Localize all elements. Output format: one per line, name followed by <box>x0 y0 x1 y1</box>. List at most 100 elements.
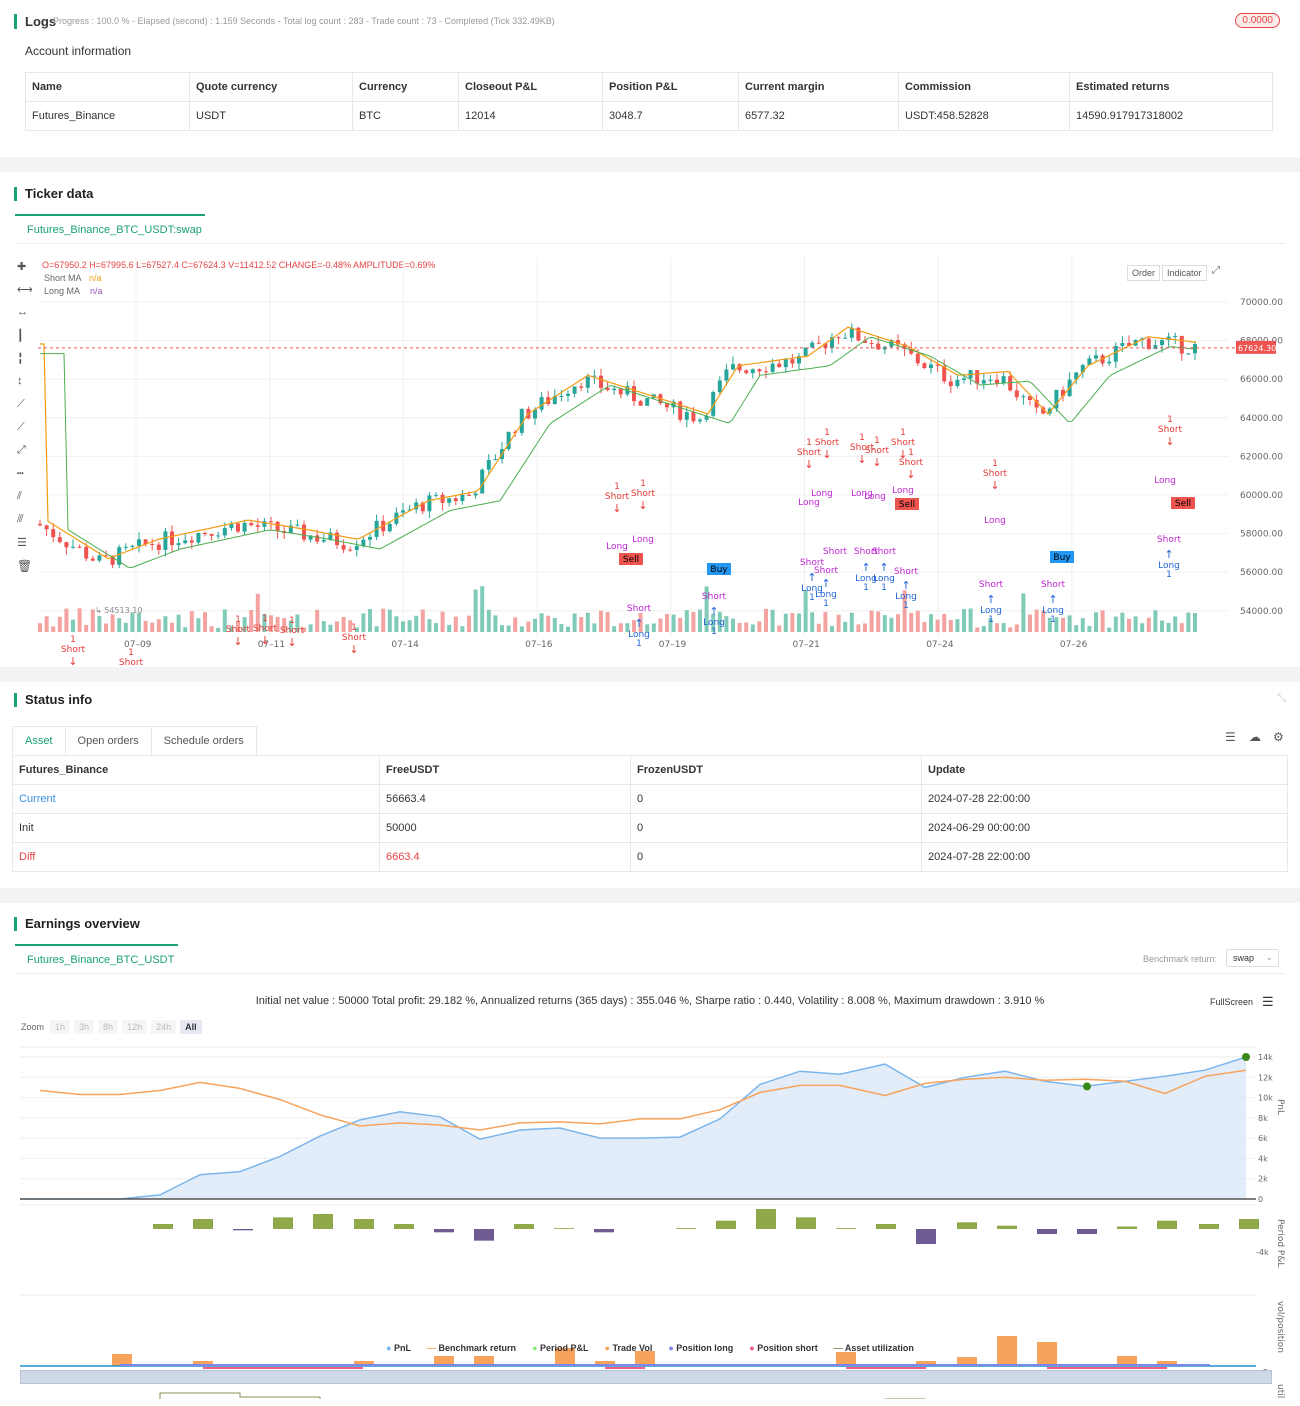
volume-bar <box>1160 620 1164 632</box>
signal-count: 1 <box>874 436 880 446</box>
trade-vol-bar <box>193 1361 213 1366</box>
candle <box>962 378 966 380</box>
short-signal-label: Short <box>631 489 656 499</box>
extended-line-icon[interactable]: ⤢ <box>17 444 26 456</box>
candlestick-chart[interactable]: 70000.0068000.0066000.0064000.0062000.00… <box>0 247 1300 667</box>
volume-bar <box>1100 610 1105 632</box>
volume-bar <box>618 623 623 632</box>
arrow-down-icon: ↓ <box>906 468 915 481</box>
long-signal-label: Long <box>1158 561 1180 571</box>
earnings-card: Earnings overview Futures_Binance_BTC_US… <box>0 903 1300 1406</box>
asset-cell: 56663.4 <box>379 784 631 814</box>
legend-item-position-short[interactable]: ● Position short <box>749 1343 817 1353</box>
vertical-ray-icon[interactable]: ↕ <box>17 375 23 387</box>
candle <box>1021 396 1026 398</box>
exit-long-label: Long <box>851 489 873 499</box>
volume-bar <box>526 621 531 632</box>
price-range-icon[interactable]: ┅ <box>17 468 24 480</box>
expand-icon[interactable]: ⤢ <box>1212 265 1220 276</box>
list-icon[interactable]: ☰ <box>1225 730 1236 744</box>
zoom-1h[interactable]: 1h <box>50 1020 71 1034</box>
order-button[interactable]: Order <box>1127 265 1161 281</box>
candle <box>816 342 821 344</box>
long-signal-label: Long <box>855 574 877 584</box>
candle <box>836 337 841 339</box>
candle <box>137 539 141 546</box>
tab-asset[interactable]: Asset <box>12 726 66 755</box>
signal-count: 1 <box>809 593 815 603</box>
candle <box>71 546 75 548</box>
horizontal-line-icon[interactable]: ⟷ <box>17 284 33 296</box>
trade-vol-bar <box>1037 1342 1057 1366</box>
candle <box>579 386 584 388</box>
tab-open-orders[interactable]: Open orders <box>65 726 152 755</box>
legend-item-position-long[interactable]: ● Position long <box>668 1343 733 1353</box>
candle <box>942 365 947 382</box>
candle <box>123 546 128 548</box>
legend-label: Period P&L <box>540 1343 589 1353</box>
period-pnl-bar <box>997 1225 1017 1229</box>
collapse-icon[interactable]: ⤡ <box>1277 692 1286 704</box>
volume-bar <box>519 626 524 632</box>
short-signal-label: Short <box>983 469 1008 479</box>
legend-item-asset-utilization[interactable]: — Asset utilization <box>834 1343 914 1353</box>
trash-icon[interactable]: 🗑 <box>17 559 33 573</box>
indicator-button[interactable]: Indicator <box>1162 265 1207 281</box>
buy-marker <box>707 563 731 575</box>
fib-channel-icon[interactable]: ⫻ <box>17 513 24 525</box>
exit-long-label: Long <box>632 535 654 545</box>
legend-item-benchmark[interactable]: — Benchmark return <box>427 1343 516 1353</box>
legend-item-trade-vol[interactable]: ● Trade Vol <box>605 1343 653 1353</box>
gear-icon[interactable]: ⚙ <box>1273 730 1284 744</box>
cloud-download-icon[interactable]: ☁ <box>1249 730 1261 744</box>
candle <box>533 409 537 419</box>
zoom-3h[interactable]: 3h <box>74 1020 95 1034</box>
zoom-8h[interactable]: 8h <box>98 1020 119 1034</box>
horizontal-ray-icon[interactable]: ↔ <box>17 306 28 318</box>
x-tick-label: 07–16 <box>525 640 553 650</box>
legend-item-pnl[interactable]: ● PnL <box>386 1343 411 1353</box>
fullscreen-button[interactable]: FullScreen <box>1210 997 1254 1007</box>
ticker-card: Ticker data Futures_Binance_BTC_USDT:swa… <box>0 172 1300 667</box>
earnings-summary: Initial net value : 50000 Total profit: … <box>255 995 1045 1007</box>
parallel-channel-icon[interactable]: ⫽ <box>17 490 22 502</box>
vertical-segment-icon[interactable]: ╏ <box>17 353 24 365</box>
vertical-line-icon[interactable]: ┃ <box>17 330 24 342</box>
signal-count: 1 <box>1167 415 1173 425</box>
y-tick-label: 56000.00 <box>1240 568 1283 578</box>
volume-bar <box>137 613 141 632</box>
volume-bar <box>678 617 683 632</box>
volume-bar <box>605 612 610 632</box>
candle <box>830 337 834 348</box>
zoom-all[interactable]: All <box>180 1020 202 1034</box>
navigator-scrollbar[interactable] <box>20 1370 1272 1384</box>
candle <box>130 545 135 547</box>
zoom-12h[interactable]: 12h <box>122 1020 148 1034</box>
arrow-down-icon: ↓ <box>1165 435 1174 448</box>
volume-bar <box>902 590 907 632</box>
candle <box>262 521 267 527</box>
trend-line-icon[interactable]: ⟋ <box>17 398 25 410</box>
ticker-tab[interactable]: Futures_Binance_BTC_USDT:swap <box>15 214 205 244</box>
pnl-area <box>20 1057 1246 1199</box>
candle <box>255 525 260 527</box>
short-ma-line <box>40 326 1197 560</box>
crosshair-tool-icon[interactable]: ✚ <box>17 261 27 273</box>
candle <box>592 375 597 377</box>
volume-bar <box>1034 609 1039 632</box>
legend-item-period-pnl[interactable]: ● Period P&L <box>532 1343 588 1353</box>
ray-line-icon[interactable]: ⟋ <box>17 421 25 433</box>
period-pnl-bar <box>876 1224 896 1229</box>
candle <box>288 525 293 533</box>
candle <box>269 521 273 523</box>
zoom-24h[interactable]: 24h <box>151 1020 177 1034</box>
earnings-tab[interactable]: Futures_Binance_BTC_USDT <box>15 944 178 974</box>
candle <box>645 398 650 406</box>
benchmark-select[interactable]: swap ⌄ <box>1226 949 1279 967</box>
candle <box>1014 390 1019 398</box>
menu-icon[interactable]: ☰ <box>1262 994 1274 1009</box>
volume-bar <box>585 612 590 632</box>
tab-schedule-orders[interactable]: Schedule orders <box>151 726 257 755</box>
fib-retracement-icon[interactable]: ☰ <box>17 537 27 549</box>
